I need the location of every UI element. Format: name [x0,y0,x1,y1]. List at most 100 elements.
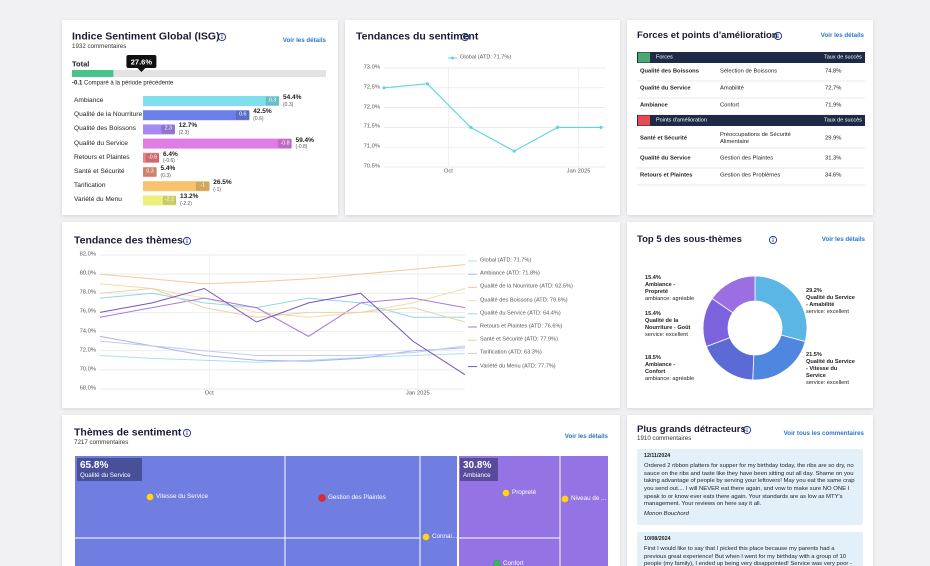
subtheme: Préoccupations de Sécurité Alimentaire [720,131,791,145]
theme: Santé et Sécurité [640,135,688,142]
point [556,125,560,129]
review-text: First I would like to say that I picked … [644,546,852,566]
link[interactable]: Voir les détails [821,236,865,244]
table-icon [638,52,650,63]
theme: Qualité des Boissons [640,68,699,75]
rate: 74.8% [825,68,842,75]
donut-detail: service: excellent [645,332,688,338]
percent-label: 54.4% [283,93,302,101]
theme: Retours et Plaintes [640,172,693,179]
card-title: Plus grands détracteurs [637,424,746,436]
card-title: Indice Sentiment Global (ISG) [72,30,220,43]
subtheme-name: Niveau de ... [571,495,607,503]
donut-detail: service: excellent [806,380,849,386]
line [99,264,466,285]
bar [143,195,176,206]
line [99,287,466,323]
link[interactable]: Voir les détails [282,37,326,45]
line [99,297,466,337]
y-tick-label: 72,0% [363,103,380,110]
y-tick-label: 71,5% [363,123,380,130]
y-tick-label: 82,0% [79,251,96,258]
change-chip [265,96,280,106]
info-icon [768,235,778,245]
x-tick-label: Oct [443,168,453,175]
donut-value-label: 21.5% [806,352,822,358]
point [425,82,429,86]
y-tick-label: 73,0% [363,64,380,71]
row-name: Variété du Menu [74,196,122,204]
group-share: 65.8% [80,459,109,471]
link[interactable]: Voir tous les commentaires [783,430,864,438]
row-name: Santé et Sécurité [74,167,125,175]
subtheme-name: Propreté [512,489,537,497]
change-chip [235,110,250,120]
subtheme: Confort [720,102,740,109]
donut-category: Ambiance - Propreté [645,282,676,295]
x-tick-label: Jan 2025 [566,168,591,175]
treemap-header [460,458,498,481]
tooltip [126,55,157,68]
info-icon [464,34,466,36]
total-track [72,70,326,77]
subtheme-name: Connai... [432,533,458,541]
info-icon [742,425,752,435]
subtheme-name: Confort [503,560,524,566]
x-tick-label: Jan 2025 [405,390,430,397]
change-chip [162,196,177,205]
change-value: 2.3 [164,126,172,133]
subtheme-name: Gestion des Plaintes [328,494,386,502]
table-header: Points d'amélioration [656,117,707,124]
row-name: Ambiance [74,96,104,104]
row-name: Tarification [74,182,106,190]
subtheme: Gestion des Plaintes [720,155,774,162]
y-tick-label: 70,0% [79,366,96,373]
tooltip-tip [137,68,146,72]
percent-label: 59.4% [295,136,314,144]
bar [143,181,210,192]
status-dot [422,533,430,541]
donut-detail: ambiance: agréable [645,376,695,382]
change-label: (0.3) [160,172,171,179]
bar [143,110,250,121]
legend-label: Retours et Plaintes (ATD: 76.6%) [480,323,563,330]
legend-label: Qualité des Boissons (ATD: 79.6%) [480,297,568,304]
group-name: Qualité du Service [80,471,131,479]
card-title: Thèmes de sentiment [74,426,182,439]
review-date: 12/11/2024 [644,453,671,459]
y-tick-label: 72,0% [79,347,96,354]
change-value: 0.6 [239,111,247,118]
delta: -0.1 [72,80,83,87]
donut-category: Ambiance - Confort [645,362,676,375]
y-tick-label: 70,5% [363,163,380,170]
total-value: 27.6% [130,56,153,66]
change-value: 0.3 [268,97,277,104]
group-name: Ambiance [463,471,491,479]
legend-label: Global (ATD: 71.7%) [460,54,512,61]
point [599,125,603,129]
table-header: Taux de succès [824,54,862,61]
change-label: (0.3) [283,101,294,108]
change-value: 0.3 [146,168,154,175]
theme: Qualité du Service [640,85,691,92]
link[interactable]: Voir les détails [820,32,864,40]
theme: Qualité du Service [640,155,691,162]
percent-label: 12.7% [178,122,198,130]
change-chip [145,153,160,163]
donut-detail: ambiance: agréable [645,296,695,302]
x-tick-label: Oct [204,390,214,397]
donut-category: Qualité du Service - Vitesse du Service [806,359,855,379]
theme: Ambiance [640,102,668,109]
legend-label: Global (ATD: 71.7%) [480,257,532,264]
link[interactable]: Voir les détails [564,433,608,441]
donut-value-label: 29.2% [806,288,822,294]
rate: 34.6% [825,172,842,179]
change-value: -2.2 [164,197,175,204]
percent-label: 42.5% [253,108,272,116]
table-header: Taux de succès [824,117,862,124]
y-tick-label: 76,0% [79,308,96,315]
row-name: Qualité du Service [74,139,128,147]
info-icon [186,430,188,432]
subtheme: Sélection de Boissons [720,68,778,75]
change-value: -0.8 [280,140,290,147]
